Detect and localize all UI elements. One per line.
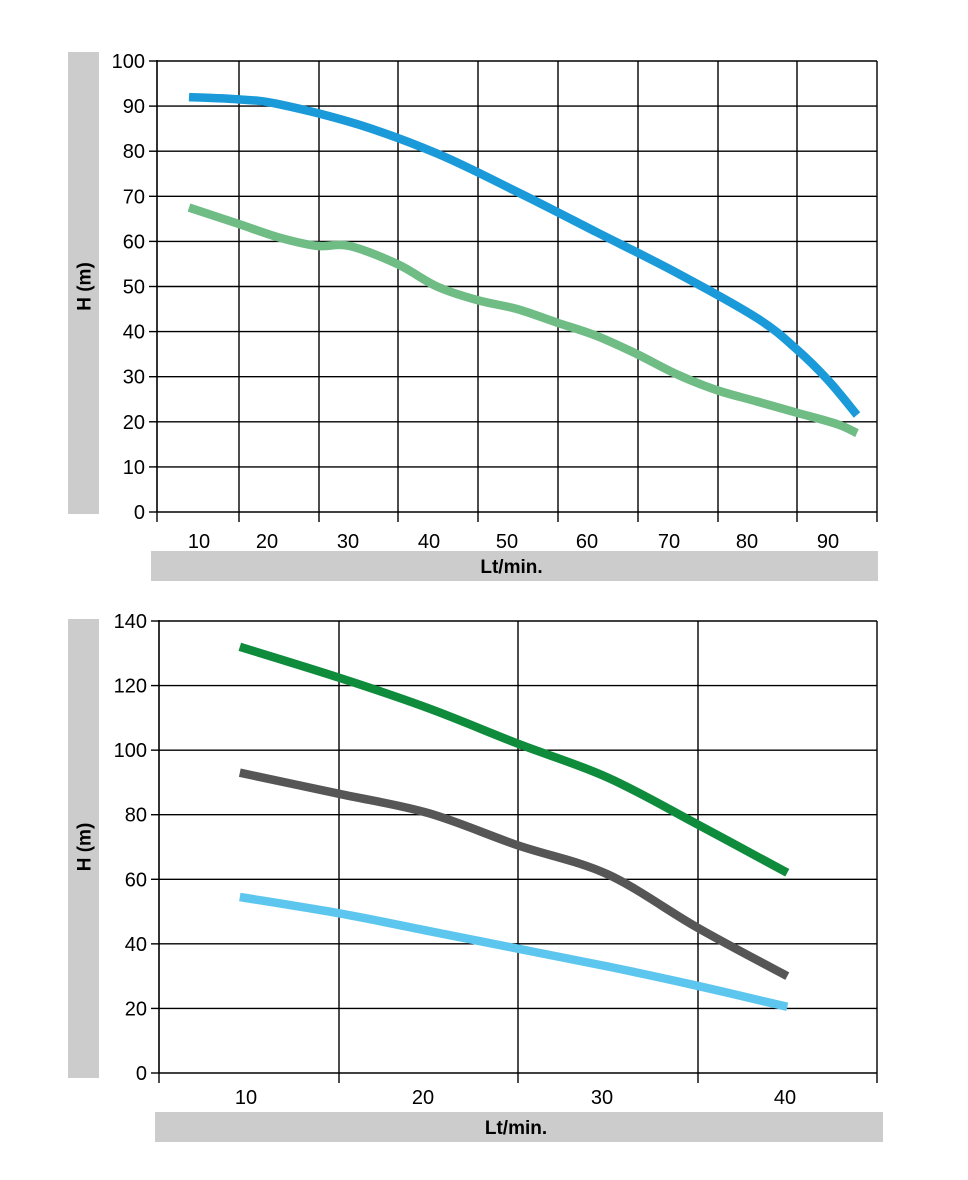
y-tick-label: 60 [125,869,147,891]
y-axis-title-bar [68,52,99,514]
x-axis-title: Lt/min. [485,1118,547,1139]
x-tick-label: 70 [658,531,680,553]
x-tick-label: 30 [591,1087,613,1109]
y-axis-title: H (m) [75,823,96,872]
x-tick-label: 90 [817,531,839,553]
x-tick-label: 40 [774,1087,796,1109]
y-tick-label: 80 [123,141,145,163]
y-tick-label: 90 [123,96,145,118]
x-axis-title: Lt/min. [480,557,542,578]
x-tick-label: 60 [576,531,598,553]
chart-2: 0 20 40 60 80 100 120 140 10 20 30 40 Lt/min. H (m) [68,611,883,1142]
chart-1: 0 10 20 30 40 50 60 70 80 90 100 10 20 30 40 50 60 70 80 90… [68,51,878,581]
series-3-line [239,892,789,1011]
y-tick-label: 50 [123,277,145,299]
y-tick-label: 120 [114,676,147,698]
y-tick-label: 20 [125,998,147,1020]
x-tick-label: 30 [337,531,359,553]
y-tick-label: 100 [112,51,145,73]
x-tick-label: 10 [188,531,210,553]
y-axis-title-bar [68,619,99,1078]
x-axis-title-bar [151,551,878,581]
y-tick-label: 40 [125,934,147,956]
x-axis-title-bar [155,1112,883,1142]
y-tick-label: 30 [123,367,145,389]
y-tick-label: 40 [123,322,145,344]
x-tick-label: 50 [496,531,518,553]
x-tick-label: 20 [412,1087,434,1109]
x-tick-label: 40 [418,531,440,553]
series-1-line [238,642,790,877]
y-tick-label: 60 [123,231,145,253]
x-tick-label: 80 [736,531,758,553]
y-tick-label: 10 [123,457,145,479]
series-2-line [238,768,790,980]
series-1-line [188,92,861,418]
y-axis-title: H (m) [75,262,96,311]
y-tick-label: 70 [123,186,145,208]
series-2-line [187,203,859,437]
y-tick-label: 0 [134,502,145,524]
y-tick-label: 140 [114,611,147,633]
x-tick-label: 20 [256,531,278,553]
y-tick-label: 100 [114,740,147,762]
x-tick-label: 10 [235,1087,257,1109]
y-tick-label: 20 [123,412,145,434]
y-tick-label: 80 [125,805,147,827]
y-tick-label: 0 [136,1063,147,1085]
